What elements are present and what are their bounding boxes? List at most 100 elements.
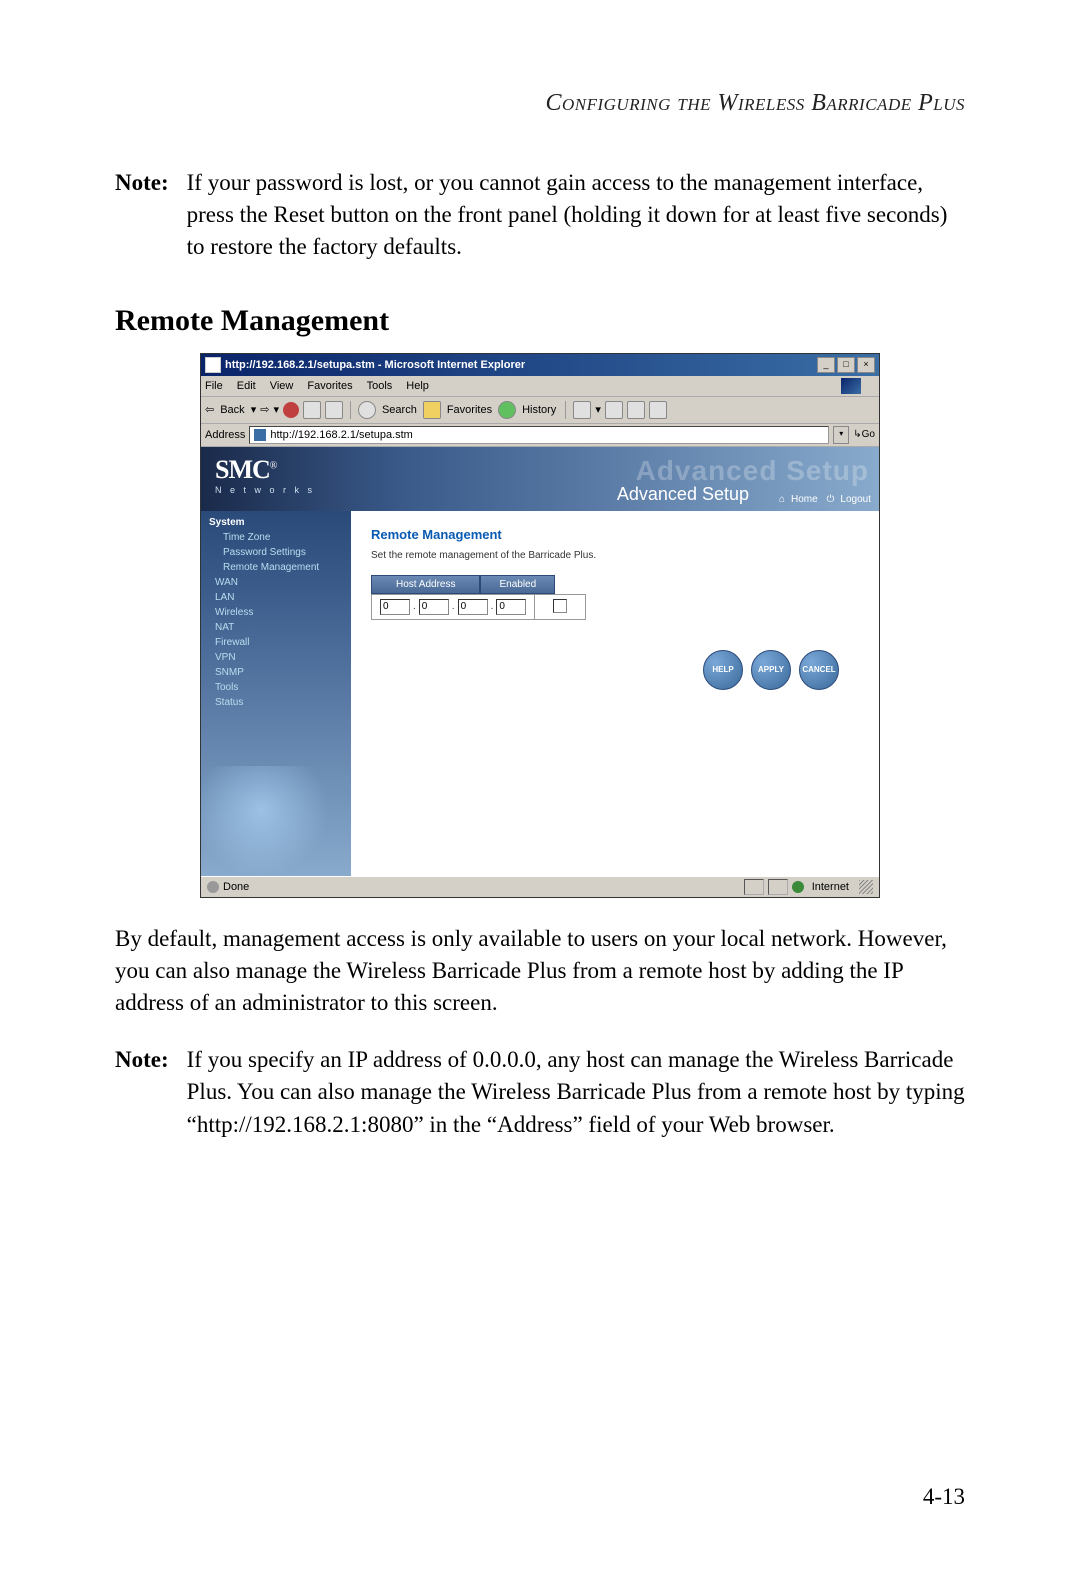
enabled-header: Enabled — [480, 575, 555, 594]
print-icon[interactable] — [605, 401, 623, 419]
minimize-button[interactable]: _ — [817, 357, 835, 373]
history-icon[interactable] — [498, 401, 516, 419]
favorites-button[interactable]: Favorites — [447, 404, 492, 416]
host-octet-1[interactable] — [380, 599, 410, 615]
resize-grip-icon[interactable] — [859, 880, 873, 894]
titlebar-text: http://192.168.2.1/setupa.stm - Microsof… — [225, 359, 817, 371]
page-content: SMC® N e t w o r k s Advanced Setup Adva… — [201, 447, 879, 876]
sidebar-item-remote[interactable]: Remote Management — [201, 560, 351, 575]
sidebar-item-vpn[interactable]: VPN — [201, 650, 351, 665]
address-value: http://192.168.2.1/setupa.stm — [270, 429, 412, 441]
ie-icon — [205, 357, 221, 373]
smc-logo-sub: N e t w o r k s — [215, 485, 315, 495]
apply-button[interactable]: APPLY — [751, 650, 791, 690]
body-paragraph: By default, management access is only av… — [115, 923, 965, 1020]
advanced-setup-bg: Advanced Setup — [636, 455, 869, 487]
sidebar: System Time Zone Password Settings Remot… — [201, 511, 351, 876]
close-button[interactable]: × — [857, 357, 875, 373]
host-octet-4[interactable] — [496, 599, 526, 615]
help-button[interactable]: HELP — [703, 650, 743, 690]
status-pane — [768, 879, 788, 895]
discuss-icon[interactable] — [649, 401, 667, 419]
status-pane — [744, 879, 764, 895]
sidebar-item-timezone[interactable]: Time Zone — [201, 530, 351, 545]
panel-desc: Set the remote management of the Barrica… — [371, 550, 859, 561]
logout-link-icon: ⏻ — [826, 494, 834, 505]
maximize-button[interactable]: □ — [837, 357, 855, 373]
forward-dropdown-icon[interactable]: ▾ — [273, 403, 279, 416]
advanced-setup-title: Advanced Setup — [617, 484, 749, 505]
host-address-header: Host Address — [371, 575, 480, 594]
back-arrow-icon[interactable]: ⇦ — [205, 403, 214, 416]
note-2: Note: If you specify an IP address of 0.… — [115, 1044, 965, 1141]
note-text: If your password is lost, or you cannot … — [187, 167, 965, 264]
stop-icon[interactable] — [283, 402, 299, 418]
internet-zone-icon — [792, 881, 804, 893]
sidebar-item-nat[interactable]: NAT — [201, 620, 351, 635]
enabled-checkbox[interactable] — [553, 599, 567, 613]
enabled-cell — [535, 594, 586, 620]
favorites-icon[interactable] — [423, 401, 441, 419]
toolbar: ⇦ Back ▾ ⇨ ▾ Search Favorites History ▾ — [201, 397, 879, 424]
zone-text: Internet — [812, 881, 849, 893]
action-buttons: HELP APPLY CANCEL — [371, 650, 859, 690]
sidebar-decoration — [201, 766, 351, 876]
sidebar-item-firewall[interactable]: Firewall — [201, 635, 351, 650]
titlebar: http://192.168.2.1/setupa.stm - Microsof… — [201, 354, 879, 376]
home-link-icon: ⌂ — [779, 494, 785, 505]
note-label: Note: — [115, 1044, 187, 1141]
cancel-button[interactable]: CANCEL — [799, 650, 839, 690]
note-label: Note: — [115, 167, 187, 264]
mail-icon[interactable] — [573, 401, 591, 419]
forward-arrow-icon[interactable]: ⇨ — [260, 403, 269, 416]
address-dropdown-icon[interactable]: ▾ — [833, 426, 849, 444]
sidebar-item-tools[interactable]: Tools — [201, 680, 351, 695]
search-icon[interactable] — [358, 401, 376, 419]
ie-throbber-icon — [841, 378, 861, 394]
mail-dropdown-icon[interactable]: ▾ — [595, 403, 601, 416]
panel-title: Remote Management — [371, 527, 859, 542]
history-button[interactable]: History — [522, 404, 556, 416]
page-header: Configuring the Wireless Barricade Plus — [115, 90, 965, 117]
host-octet-2[interactable] — [419, 599, 449, 615]
sidebar-item-snmp[interactable]: SNMP — [201, 665, 351, 680]
search-button[interactable]: Search — [382, 404, 417, 416]
menu-favorites[interactable]: Favorites — [307, 380, 352, 392]
host-address-row: . . . — [371, 594, 535, 620]
header-links: ⌂ Home ⏻ Logout — [773, 494, 871, 505]
refresh-icon[interactable] — [303, 401, 321, 419]
home-icon[interactable] — [325, 401, 343, 419]
smc-logo: SMC® — [215, 455, 276, 485]
main-panel: Remote Management Set the remote managem… — [351, 511, 879, 876]
sidebar-item-wan[interactable]: WAN — [201, 575, 351, 590]
dot: . — [413, 601, 416, 612]
menu-edit[interactable]: Edit — [237, 380, 256, 392]
dot: . — [452, 601, 455, 612]
edit-icon[interactable] — [627, 401, 645, 419]
menu-view[interactable]: View — [270, 380, 294, 392]
menu-help[interactable]: Help — [406, 380, 429, 392]
statusbar: Done Internet — [201, 876, 879, 897]
home-link[interactable]: Home — [791, 494, 818, 505]
go-button[interactable]: ↳Go — [853, 429, 875, 440]
sidebar-item-wireless[interactable]: Wireless — [201, 605, 351, 620]
sidebar-item-password[interactable]: Password Settings — [201, 545, 351, 560]
smc-header: SMC® N e t w o r k s Advanced Setup Adva… — [201, 447, 879, 511]
host-octet-3[interactable] — [458, 599, 488, 615]
logout-link[interactable]: Logout — [840, 494, 871, 505]
address-input[interactable]: http://192.168.2.1/setupa.stm — [249, 426, 829, 444]
note-1: Note: If your password is lost, or you c… — [115, 167, 965, 264]
dot: . — [491, 601, 494, 612]
back-button[interactable]: Back — [220, 404, 244, 416]
back-dropdown-icon[interactable]: ▾ — [251, 403, 257, 416]
sidebar-item-system[interactable]: System — [201, 515, 351, 530]
status-icon — [207, 881, 219, 893]
sidebar-item-lan[interactable]: LAN — [201, 590, 351, 605]
menu-file[interactable]: File — [205, 380, 223, 392]
page-icon — [254, 429, 266, 441]
menu-tools[interactable]: Tools — [367, 380, 393, 392]
status-text: Done — [223, 881, 249, 893]
sidebar-item-status[interactable]: Status — [201, 695, 351, 710]
ie-window: http://192.168.2.1/setupa.stm - Microsof… — [200, 353, 880, 898]
address-label: Address — [205, 429, 245, 441]
